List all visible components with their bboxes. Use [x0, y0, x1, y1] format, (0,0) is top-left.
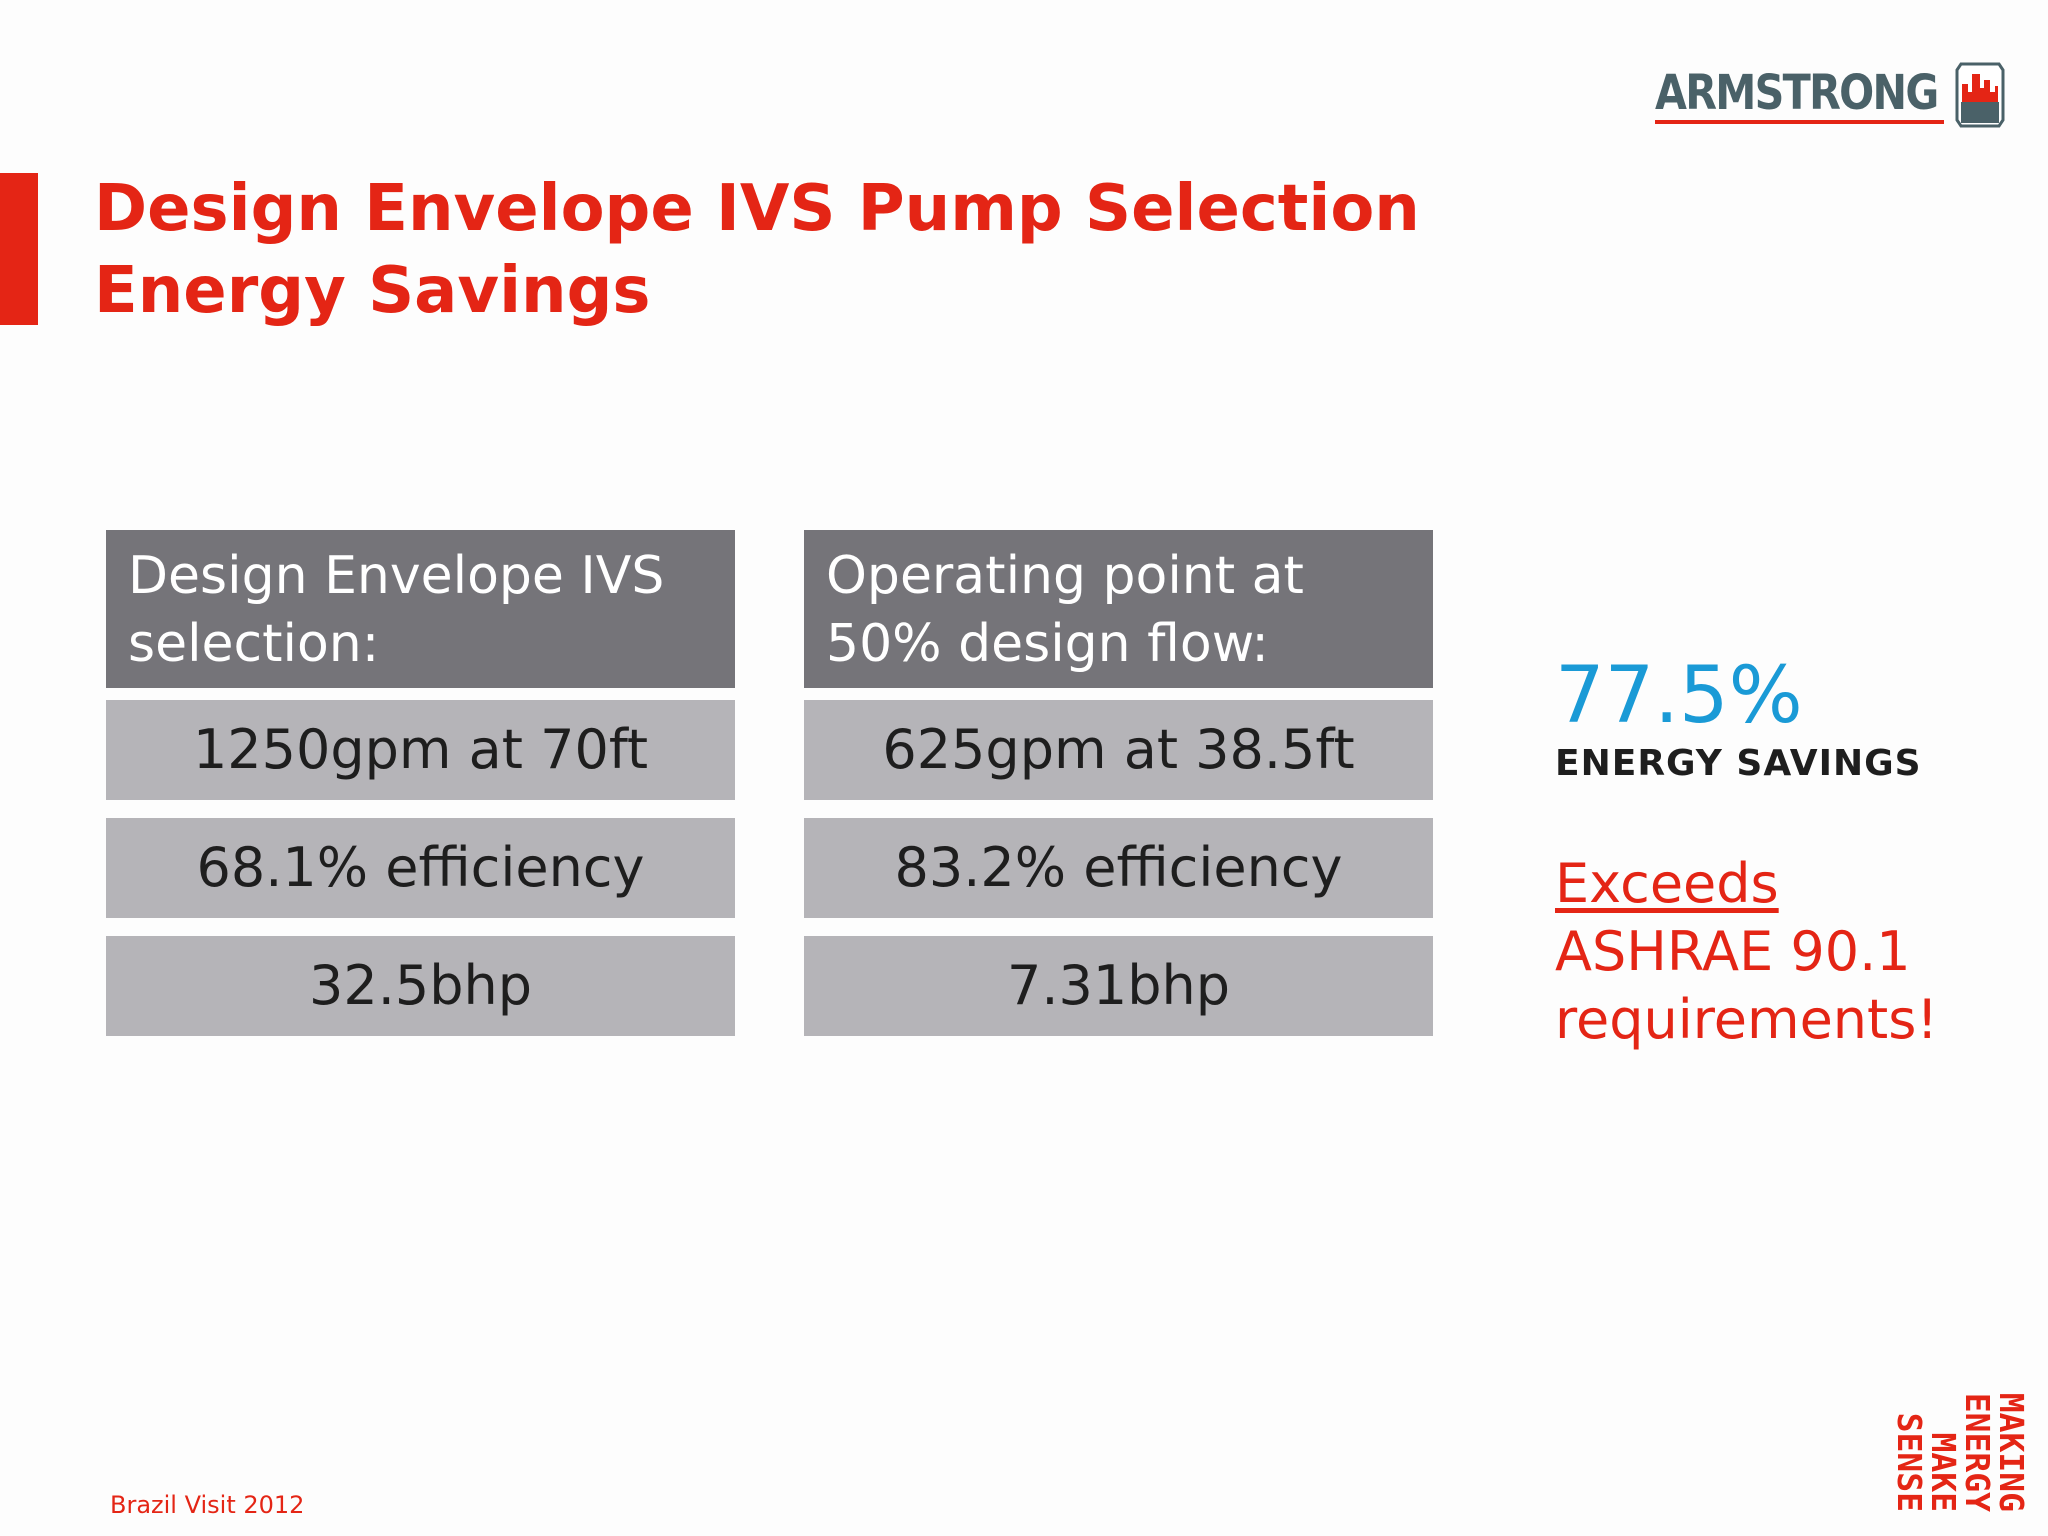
design-selection-header: Design Envelope IVS selection: [106, 530, 735, 688]
logo-text: ARMSTRONG [1655, 65, 1939, 121]
operating-point-header: Operating point at 50% design flow: [804, 530, 1433, 688]
title-accent-bar [0, 173, 38, 325]
tagline-line: SENSE [1890, 1412, 1929, 1512]
flow-head-cell: 1250gpm at 70ft [106, 700, 735, 800]
efficiency-cell: 83.2% efficiency [804, 818, 1433, 918]
logo-underline [1655, 120, 1944, 124]
footer-text: Brazil Visit 2012 [110, 1491, 305, 1519]
header-line: Operating point at [826, 546, 1304, 606]
exceeds-link[interactable]: Exceeds [1555, 852, 1779, 915]
armstrong-logo: ARMSTRONG [1650, 60, 2010, 132]
energy-savings-label: ENERGY SAVINGS [1555, 743, 1922, 784]
energy-savings-value: 77.5% [1555, 651, 1803, 741]
operating-point-table: Operating point at 50% design flow: 625g… [804, 530, 1433, 1036]
tagline-line: MAKE [1924, 1432, 1963, 1512]
tagline-text: MAKING ENERGY MAKE SENSE [1890, 1362, 2031, 1512]
power-cell: 7.31bhp [804, 936, 1433, 1036]
slide-title: Design Envelope IVS Pump Selection Energ… [94, 168, 1420, 332]
header-line: 50% design flow: [826, 614, 1269, 674]
tagline-logo: MAKING ENERGY MAKE SENSE [1888, 1362, 2031, 1512]
tagline-line: ENERGY [1958, 1392, 1997, 1512]
slide-title-line2: Energy Savings [94, 254, 651, 328]
header-line: selection: [128, 614, 380, 674]
ashrae-note: Exceeds ASHRAE 90.1 requirements! [1555, 850, 1938, 1054]
power-cell: 32.5bhp [106, 936, 735, 1036]
building-logo-icon [1955, 62, 2005, 128]
slide-title-line1: Design Envelope IVS Pump Selection [94, 172, 1420, 246]
header-line: Design Envelope IVS [128, 546, 665, 606]
flow-head-cell: 625gpm at 38.5ft [804, 700, 1433, 800]
efficiency-cell: 68.1% efficiency [106, 818, 735, 918]
design-selection-table: Design Envelope IVS selection: 1250gpm a… [106, 530, 735, 1036]
tagline-line: MAKING [1992, 1392, 2031, 1512]
ashrae-note-line: ASHRAE 90.1 [1555, 920, 1911, 983]
ashrae-note-line: requirements! [1555, 988, 1938, 1051]
